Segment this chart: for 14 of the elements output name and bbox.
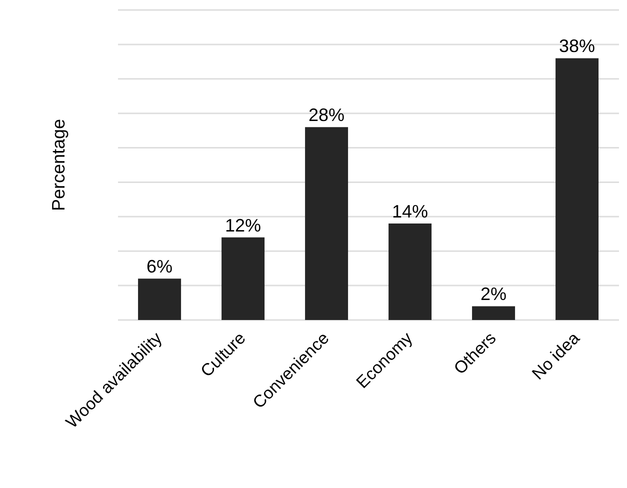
bar	[388, 224, 432, 320]
data-label: 6%	[146, 256, 173, 277]
bar	[472, 306, 516, 320]
bar	[305, 127, 348, 320]
bar	[138, 278, 182, 320]
x-tick-label: No idea	[528, 328, 584, 384]
y-axis-title: Percentage	[48, 118, 68, 212]
data-label: 38%	[559, 36, 596, 56]
data-label: 12%	[225, 215, 262, 236]
bar	[556, 58, 599, 320]
data-label: 28%	[308, 105, 345, 126]
bar	[222, 237, 265, 320]
data-label: 14%	[392, 202, 428, 222]
data-label: 2%	[480, 284, 507, 304]
